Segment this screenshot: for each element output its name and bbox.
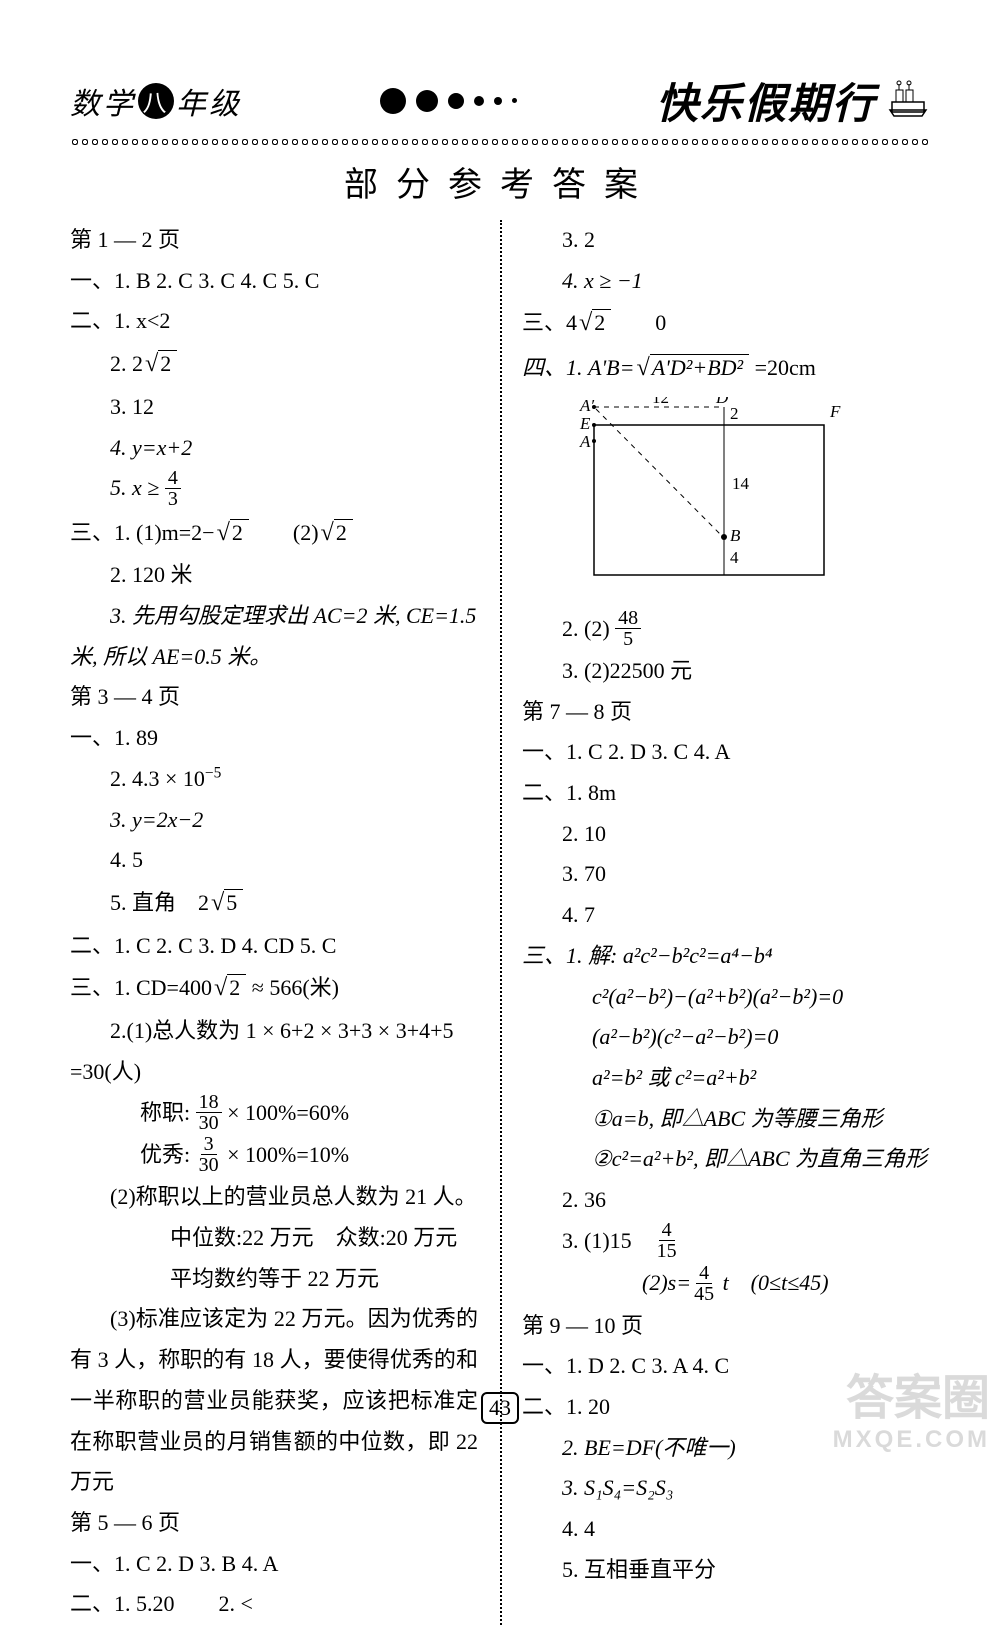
answer-line: c²(a²−b²)−(a²+b²)(a²−b²)=0: [522, 977, 930, 1018]
answer-line: 中位数:22 万元 众数:20 万元: [70, 1218, 478, 1259]
page-header: 数学 八 年级 快乐假期行: [70, 70, 930, 131]
section-header: 第 9 — 10 页: [522, 1306, 930, 1347]
answer-line: 三、1. CD=4002 ≈ 566(米): [70, 966, 478, 1011]
header-title: 快乐假期行: [656, 80, 876, 127]
answer-line: 3. S₁S₄=S₂S₃: [522, 1468, 930, 1509]
ship-icon: [886, 80, 930, 123]
answer-line: 2. 22: [70, 342, 478, 387]
svg-text:2: 2: [730, 404, 739, 423]
answer-line: 3. y=2x−2: [70, 800, 478, 841]
answer-line: (2)称职以上的营业员总人数为 21 人。: [70, 1177, 478, 1218]
svg-text:12: 12: [652, 397, 669, 407]
answer-line: 5. x ≥ 43: [70, 468, 478, 510]
watermark: 答案圈 MXQE.COM: [833, 1371, 990, 1454]
header-dots: [380, 88, 517, 114]
watermark-big: 答案圈: [833, 1371, 990, 1426]
answer-line: 3. 2: [522, 220, 930, 261]
answer-line: 一、1. C 2. D 3. C 4. A: [522, 732, 930, 773]
answer-line: 优秀: 330 × 100%=10%: [70, 1135, 478, 1177]
answer-line: 2.(1)总人数为 1 × 6+2 × 3+3 × 3+4+5: [70, 1011, 478, 1052]
svg-text:F: F: [829, 402, 841, 421]
answer-line: 3. (1)15 415: [522, 1221, 930, 1263]
svg-text:D: D: [715, 397, 729, 407]
svg-text:A: A: [579, 432, 591, 451]
section-header: 第 7 — 8 页: [522, 692, 930, 733]
svg-text:14: 14: [732, 474, 750, 493]
answer-line: 二、1. 5.20 2. <: [70, 1584, 478, 1625]
answer-line: 4. 5: [70, 840, 478, 881]
watermark-small: MXQE.COM: [833, 1426, 990, 1454]
page-number: 43: [481, 1392, 519, 1424]
answer-line: 2. 120 米: [70, 555, 478, 596]
answer-line: 称职: 1830 × 100%=60%: [70, 1093, 478, 1135]
answer-paragraph: (3)标准应该定为 22 万元。因为优秀的有 3 人，称职的有 18 人，要使得…: [70, 1299, 478, 1502]
svg-text:4: 4: [730, 548, 739, 567]
answer-line: =30(人): [70, 1052, 478, 1093]
answer-line: 5. 直角 25: [70, 881, 478, 926]
section-header: 第 1 — 2 页: [70, 220, 478, 261]
answer-line: 一、1. 89: [70, 718, 478, 759]
answer-line: (a²−b²)(c²−a²−b²)=0: [522, 1017, 930, 1058]
answer-line: a²=b² 或 c²=a²+b²: [522, 1058, 930, 1099]
grade-badge: 八: [138, 83, 174, 119]
answer-line: 3. 70: [522, 854, 930, 895]
answer-line: 二、1. C 2. C 3. D 4. CD 5. C: [70, 926, 478, 967]
chain-divider: [70, 139, 930, 145]
answer-line: 三、42 0: [522, 301, 930, 346]
section-header: 第 5 — 6 页: [70, 1503, 478, 1544]
svg-text:E: E: [579, 414, 591, 433]
answer-line: 2. (2) 485: [522, 609, 930, 651]
answer-line: 二、1. x<2: [70, 301, 478, 342]
answer-line: 三、1. 解: a²c²−b²c²=a⁴−b⁴: [522, 936, 930, 977]
answer-line: 4. 4: [522, 1509, 930, 1550]
answer-line: 一、1. C 2. D 3. B 4. A: [70, 1544, 478, 1585]
answer-line: 3. 12: [70, 387, 478, 428]
geometry-diagram: A′ E A D F B 12 2 14 4: [574, 397, 930, 601]
subject-label: 数学: [70, 79, 136, 123]
main-title: 部分参考答案: [70, 157, 930, 206]
svg-text:B: B: [730, 526, 741, 545]
header-left: 数学 八 年级: [70, 79, 242, 123]
answer-line: 4. y=x+2: [70, 428, 478, 469]
answer-line: 平均数约等于 22 万元: [70, 1259, 478, 1300]
answer-line: 米, 所以 AE=0.5 米。: [70, 637, 478, 678]
answer-line: 二、1. 8m: [522, 773, 930, 814]
answer-line: 4. x ≥ −1: [522, 261, 930, 302]
answer-line: 三、1. (1)m=2−2 (2)2: [70, 511, 478, 556]
answer-line: (2)s=445 t (0≤t≤45): [522, 1263, 930, 1305]
column-left: 第 1 — 2 页 一、1. B 2. C 3. C 4. C 5. C 二、1…: [70, 220, 500, 1625]
answer-line: 3. (2)22500 元: [522, 651, 930, 692]
answer-line: 2. 4.3 × 10−5: [70, 759, 478, 800]
answer-line: 2. 10: [522, 814, 930, 855]
section-header: 第 3 — 4 页: [70, 677, 478, 718]
answer-line: ①a=b, 即△ABC 为等腰三角形: [522, 1099, 930, 1140]
grade-suffix: 年级: [176, 79, 242, 123]
answer-line: 2. 36: [522, 1180, 930, 1221]
svg-text:A′: A′: [579, 397, 594, 415]
answer-line: ②c²=a²+b², 即△ABC 为直角三角形: [522, 1139, 930, 1180]
answer-line: 一、1. B 2. C 3. C 4. C 5. C: [70, 261, 478, 302]
answer-line: 4. 7: [522, 895, 930, 936]
header-title-wrap: 快乐假期行: [656, 70, 930, 131]
answer-line: 5. 互相垂直平分: [522, 1550, 930, 1591]
answer-line: 四、1. A'B=A'D²+BD² =20cm: [522, 346, 930, 391]
answer-line: 3. 先用勾股定理求出 AC=2 米, CE=1.5: [70, 596, 478, 637]
